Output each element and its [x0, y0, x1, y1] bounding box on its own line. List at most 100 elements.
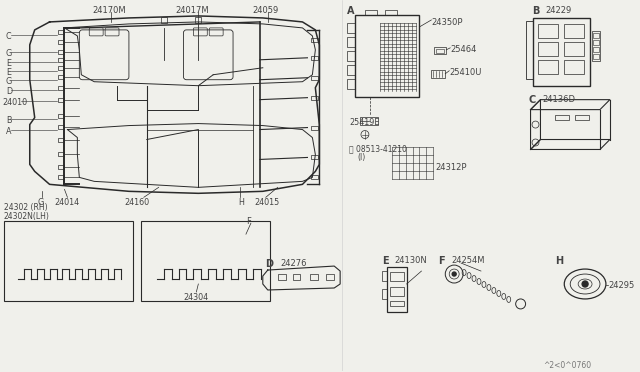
Bar: [58, 166, 65, 169]
Text: A: A: [6, 126, 12, 135]
Bar: [58, 58, 65, 62]
Text: 24304: 24304: [184, 293, 209, 302]
Bar: [431, 70, 445, 78]
Bar: [312, 56, 318, 60]
Text: 24254M: 24254M: [451, 256, 484, 265]
Text: E: E: [6, 68, 11, 77]
Text: D: D: [6, 87, 12, 96]
Bar: [538, 42, 558, 56]
Bar: [593, 47, 599, 52]
Bar: [538, 24, 558, 38]
Bar: [390, 301, 404, 306]
Bar: [360, 116, 378, 125]
Text: 24229: 24229: [545, 6, 572, 15]
Bar: [592, 31, 600, 61]
Bar: [326, 274, 334, 280]
Bar: [58, 30, 65, 34]
Text: B: B: [6, 116, 12, 125]
Text: C: C: [6, 32, 12, 41]
Bar: [58, 113, 65, 118]
Text: G: G: [38, 198, 44, 207]
Text: B: B: [532, 6, 540, 16]
Bar: [347, 37, 355, 47]
Text: H: H: [556, 256, 563, 266]
Bar: [312, 76, 318, 80]
Text: 24017M: 24017M: [175, 6, 209, 15]
Bar: [355, 15, 419, 97]
Text: 24014: 24014: [54, 198, 79, 207]
Bar: [58, 86, 65, 90]
Text: 24136D: 24136D: [543, 94, 575, 104]
Text: Ⓢ 08513-41210: Ⓢ 08513-41210: [349, 144, 407, 154]
Bar: [312, 175, 318, 179]
Text: F: F: [246, 217, 251, 226]
Text: 24130N: 24130N: [395, 256, 428, 265]
Bar: [525, 21, 532, 79]
Text: F: F: [438, 256, 445, 266]
Bar: [292, 274, 300, 280]
Bar: [161, 17, 166, 23]
Bar: [387, 267, 406, 312]
Text: E: E: [382, 256, 388, 266]
Text: 24010: 24010: [2, 98, 27, 107]
Text: C: C: [529, 94, 536, 105]
Text: 24302 (RH): 24302 (RH): [4, 203, 47, 212]
Bar: [564, 60, 584, 74]
Text: D: D: [265, 259, 273, 269]
Bar: [347, 79, 355, 89]
Bar: [312, 155, 318, 160]
Text: 24302N(LH): 24302N(LH): [4, 212, 50, 221]
Text: 25410U: 25410U: [449, 68, 482, 77]
Text: 24312P: 24312P: [435, 163, 467, 173]
Bar: [532, 18, 590, 86]
Bar: [436, 49, 444, 53]
Text: ^2<0^0760: ^2<0^0760: [543, 361, 591, 370]
Text: 24170M: 24170M: [92, 6, 126, 15]
Text: A: A: [347, 6, 355, 16]
Bar: [312, 38, 318, 42]
Bar: [58, 98, 65, 102]
Bar: [390, 287, 404, 296]
Text: H: H: [238, 198, 244, 207]
Bar: [58, 40, 65, 44]
Text: 24276: 24276: [281, 259, 307, 268]
Bar: [347, 65, 355, 75]
Text: 24059: 24059: [253, 6, 279, 15]
Text: 25419E: 25419E: [349, 118, 380, 126]
Bar: [58, 50, 65, 54]
Bar: [58, 75, 65, 79]
Text: (I): (I): [357, 154, 365, 163]
Bar: [58, 153, 65, 157]
Bar: [593, 40, 599, 45]
Bar: [312, 96, 318, 100]
Text: G: G: [6, 77, 12, 86]
Bar: [195, 17, 202, 23]
Bar: [4, 221, 133, 301]
Bar: [58, 125, 65, 129]
Bar: [593, 54, 599, 59]
Bar: [385, 10, 397, 15]
Bar: [435, 47, 446, 54]
Bar: [564, 42, 584, 56]
Bar: [312, 126, 318, 129]
Text: 24295: 24295: [608, 281, 634, 290]
Bar: [58, 138, 65, 141]
Bar: [347, 23, 355, 33]
Bar: [58, 66, 65, 70]
Text: E: E: [6, 59, 11, 68]
Bar: [564, 24, 584, 38]
Bar: [593, 33, 599, 38]
Text: 25464: 25464: [450, 45, 477, 54]
Bar: [390, 272, 404, 281]
Text: G: G: [6, 49, 12, 58]
Circle shape: [452, 272, 456, 276]
Bar: [575, 115, 589, 119]
Text: 24160: 24160: [124, 198, 149, 207]
Bar: [365, 10, 377, 15]
Bar: [141, 221, 269, 301]
Bar: [347, 51, 355, 61]
Circle shape: [582, 281, 588, 287]
Bar: [58, 175, 65, 179]
Bar: [382, 289, 387, 299]
Bar: [556, 115, 569, 119]
